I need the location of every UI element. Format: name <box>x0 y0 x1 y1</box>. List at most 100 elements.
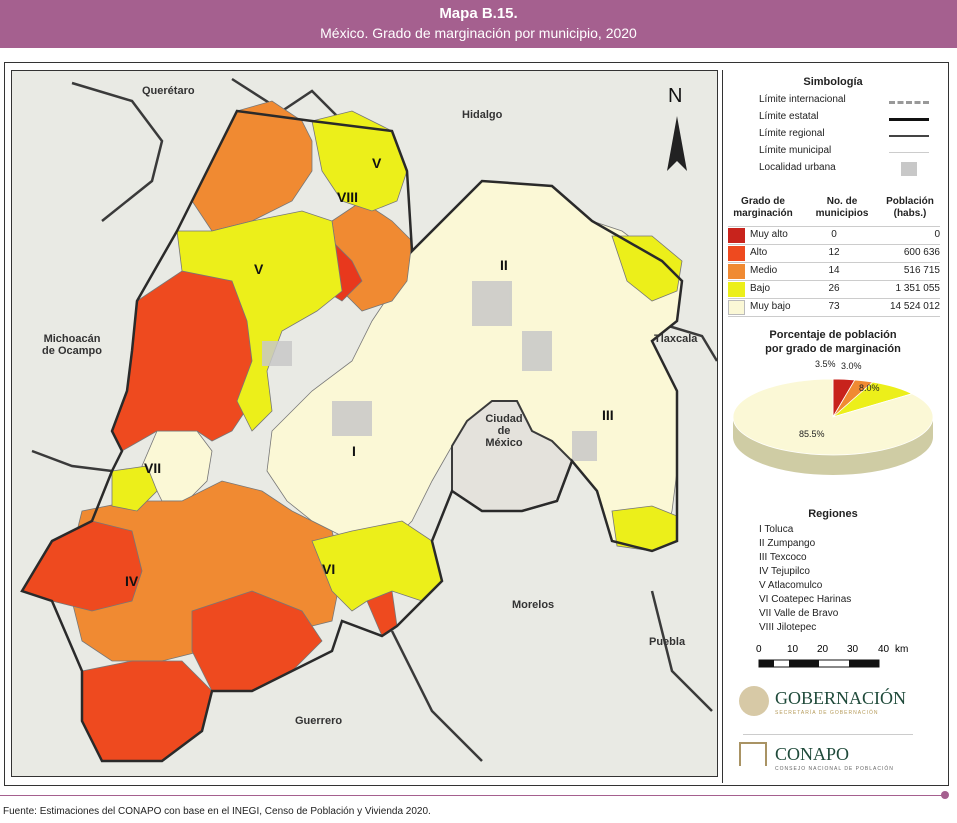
region-label-ii: II <box>500 257 508 273</box>
gobernacion-seal-icon <box>739 686 769 716</box>
symbol-international: Límite internacional <box>759 94 929 110</box>
pie-title: Porcentaje de población por grado de mar… <box>765 329 901 355</box>
symbol-regional: Límite regional <box>759 128 929 144</box>
gobernacion-subtitle: SECRETARÍA DE GOBERNACIÓN <box>775 710 879 716</box>
logo-divider <box>743 734 913 735</box>
row-pob: 600 636 <box>903 247 940 258</box>
pie-label-alto: 3.5% <box>815 359 836 369</box>
area-bajo-vii <box>111 465 158 512</box>
swatch <box>728 246 745 261</box>
region-label-v-north: V <box>372 155 382 171</box>
urban-patch-icon <box>901 162 917 176</box>
row-pob: 0 <box>934 229 940 240</box>
scale-label: 10 <box>787 644 799 655</box>
region-item: IV Tejupilco <box>759 566 810 577</box>
table-header-num: No. de municipios <box>815 196 869 219</box>
scale-label: 40 <box>878 644 890 655</box>
swatch <box>728 228 745 243</box>
region-label-vi: VI <box>322 561 336 577</box>
state-outline <box>20 109 684 763</box>
table-row: Medio 14 516 715 <box>728 262 940 280</box>
pie-slice-muy-bajo <box>732 378 934 456</box>
table-row: Bajo 26 1 351 055 <box>728 280 940 298</box>
label-michoacan: Michoacán de Ocampo <box>42 333 102 357</box>
state-boundaries <box>31 77 717 762</box>
area-bajo-north <box>311 110 408 212</box>
row-num: 14 <box>828 265 840 276</box>
gobernacion-logo: GOBERNACIÓN <box>775 688 907 708</box>
row-grado: Muy bajo <box>750 301 791 312</box>
pie-label-bajo: 8.0% <box>859 383 880 393</box>
swatch <box>728 264 745 279</box>
row-num: 26 <box>828 283 840 294</box>
label-cdmx: Ciudad de México <box>485 413 523 449</box>
label-guerrero: Guerrero <box>295 715 343 727</box>
row-num: 73 <box>828 301 840 312</box>
scale-label: 30 <box>847 644 859 655</box>
conapo-house-icon <box>739 742 767 766</box>
scale-label: 20 <box>817 644 829 655</box>
region-item: VI Coatepec Harinas <box>759 594 852 605</box>
pie-chart: 3.5% 3.0% 8.0% 85.5% <box>732 359 934 475</box>
row-num: 12 <box>828 247 840 258</box>
map-subtitle: México. Grado de marginación por municip… <box>320 25 637 41</box>
region-item: V Atlacomulco <box>759 580 823 591</box>
region-item: VII Valle de Bravo <box>759 608 839 619</box>
region-item: II Zumpango <box>759 538 816 549</box>
thick-line-icon <box>889 118 929 121</box>
scale-label: km <box>895 644 908 655</box>
map-title: Mapa B.15. <box>439 5 518 22</box>
table-row: Muy bajo 73 14 524 012 <box>728 298 940 317</box>
pie-label-muy-bajo: 85.5% <box>799 429 825 439</box>
swatch <box>728 282 745 297</box>
symbol-label: Límite regional <box>759 128 825 139</box>
legend-panel: Simbología Límite internacional Límite e… <box>722 70 943 783</box>
row-grado: Muy alto <box>750 229 788 240</box>
area-bajo-east <box>611 235 683 302</box>
row-pob: 516 715 <box>903 265 940 276</box>
region-item: III Texcoco <box>759 552 807 563</box>
urban-localities <box>262 281 597 461</box>
row-pob: 14 524 012 <box>889 301 940 312</box>
row-grado: Bajo <box>750 283 771 294</box>
map-svg <box>20 77 717 763</box>
symbol-municipal: Límite municipal <box>759 145 929 161</box>
swatch <box>728 300 745 315</box>
thin-line-icon <box>889 152 929 153</box>
dark-line-icon <box>889 135 929 137</box>
row-grado: Medio <box>750 265 778 276</box>
footer-source: Fuente: Estimaciones del CONAPO con base… <box>3 806 431 817</box>
symbol-label: Límite internacional <box>759 94 846 105</box>
symbol-urban: Localidad urbana <box>759 162 929 178</box>
map-area: Querétaro Hidalgo Michoacán de Ocampo Tl… <box>11 70 718 777</box>
label-hidalgo: Hidalgo <box>462 109 503 121</box>
scale-label: 0 <box>756 644 762 655</box>
region-label-i: I <box>352 443 356 459</box>
symbol-label: Localidad urbana <box>759 162 836 173</box>
region-item: I Toluca <box>759 524 794 535</box>
conapo-subtitle: CONSEJO NACIONAL DE POBLACIÓN <box>775 766 894 772</box>
symbol-label: Límite estatal <box>759 111 819 122</box>
region-label-v: V <box>254 261 264 277</box>
symbol-state: Límite estatal <box>759 111 929 127</box>
north-label: N <box>668 85 683 107</box>
region-label-viii: VIII <box>337 189 359 205</box>
area-alto-south <box>81 660 213 762</box>
label-queretaro: Querétaro <box>142 85 195 97</box>
pie-label-medio: 3.0% <box>841 361 862 371</box>
table-row: Muy alto 0 0 <box>728 226 940 244</box>
dashed-line-icon <box>889 101 929 104</box>
table-header-pob: Población (habs.) <box>886 196 934 219</box>
region-item: VIII Jilotepec <box>759 622 817 633</box>
row-grado: Alto <box>750 247 768 258</box>
symbology-title: Simbología <box>803 76 863 88</box>
label-morelos: Morelos <box>512 599 555 611</box>
north-arrow-icon <box>667 116 687 171</box>
footer-line <box>0 795 945 796</box>
label-puebla: Puebla <box>649 636 686 648</box>
region-label-iv: IV <box>125 573 139 589</box>
area-bajo-center <box>176 210 343 432</box>
region-label-vii: VII <box>144 460 162 476</box>
region-label-iii: III <box>602 407 614 423</box>
table-row: Alto 12 600 636 <box>728 244 940 262</box>
